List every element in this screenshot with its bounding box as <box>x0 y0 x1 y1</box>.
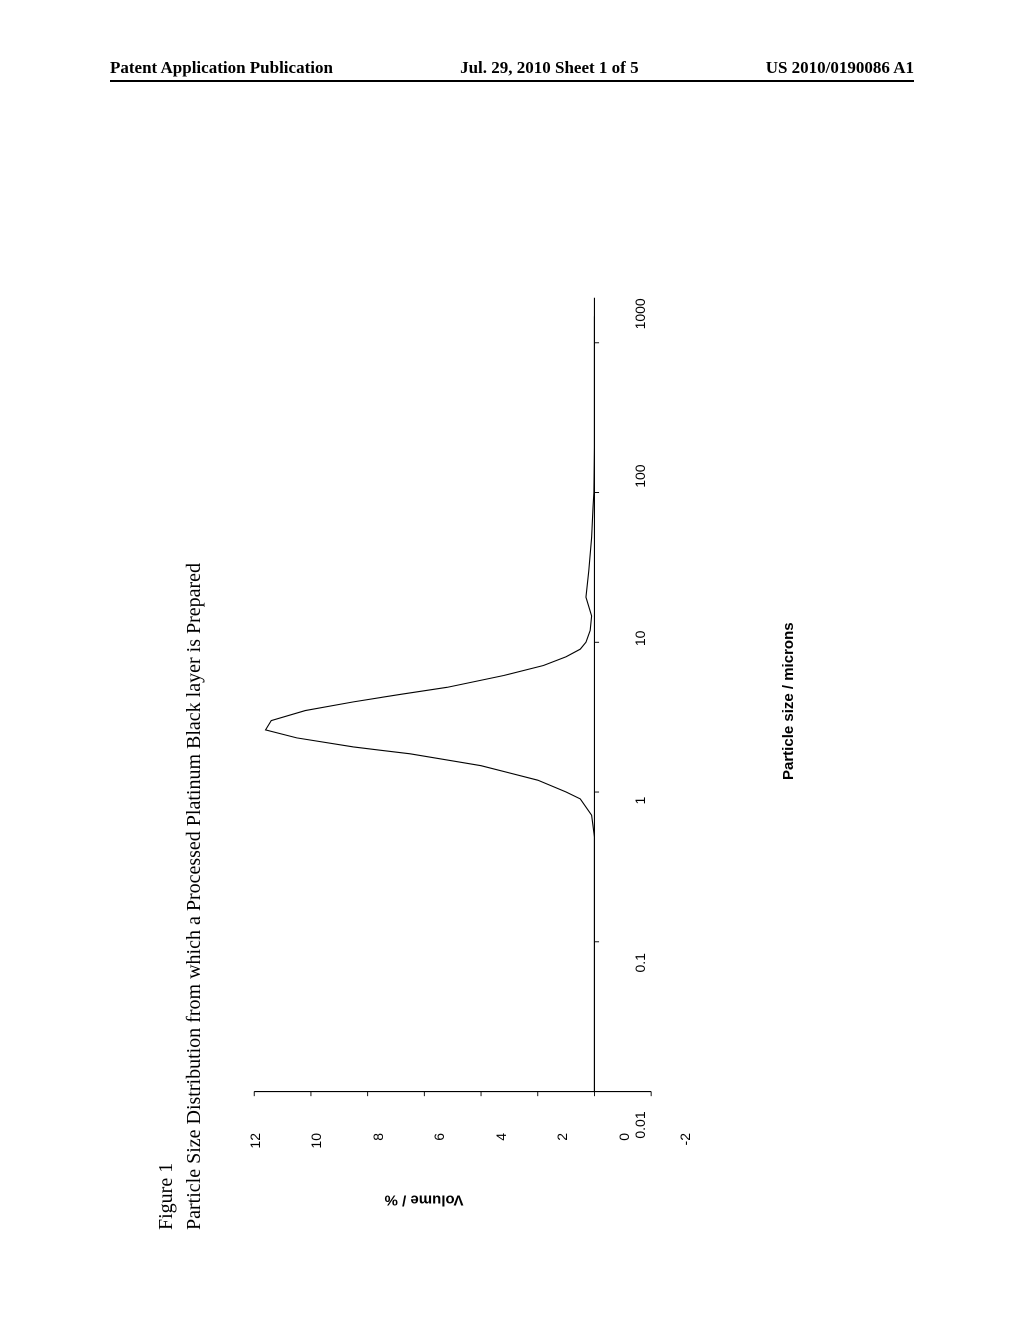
x-axis-label: Particle size / microns <box>780 622 797 780</box>
header-publication-type: Patent Application Publication <box>110 58 333 78</box>
x-tick-label: 0.1 <box>632 943 648 983</box>
y-axis-label: Volume / % <box>385 1192 464 1209</box>
x-tick-label: 10 <box>632 618 648 658</box>
y-tick-label: 10 <box>308 1133 324 1163</box>
y-tick-label: 12 <box>247 1133 263 1163</box>
chart-area <box>245 240 725 1140</box>
x-tick-label: 1000 <box>632 294 648 334</box>
figure-container: Figure 1 Particle Size Distribution from… <box>155 170 855 1230</box>
x-tick-label: 1 <box>632 781 648 821</box>
y-tick-label: 2 <box>554 1133 570 1163</box>
y-tick-label: 8 <box>370 1133 386 1163</box>
header-date-sheet: Jul. 29, 2010 Sheet 1 of 5 <box>460 58 639 78</box>
y-tick-label: -2 <box>677 1133 693 1163</box>
rotated-figure: Figure 1 Particle Size Distribution from… <box>155 170 855 1230</box>
patent-header: Patent Application Publication Jul. 29, … <box>110 58 914 78</box>
header-patent-number: US 2010/0190086 A1 <box>766 58 914 78</box>
y-tick-label: 4 <box>493 1133 509 1163</box>
y-tick-label: 0 <box>616 1133 632 1163</box>
figure-label: Figure 1 <box>155 1163 178 1230</box>
header-rule <box>110 80 914 82</box>
figure-title: Particle Size Distribution from which a … <box>183 563 206 1230</box>
x-tick-label: 100 <box>632 456 648 496</box>
chart-svg <box>245 240 725 1140</box>
y-tick-label: 6 <box>431 1133 447 1163</box>
x-tick-label: 0.01 <box>632 1105 648 1145</box>
